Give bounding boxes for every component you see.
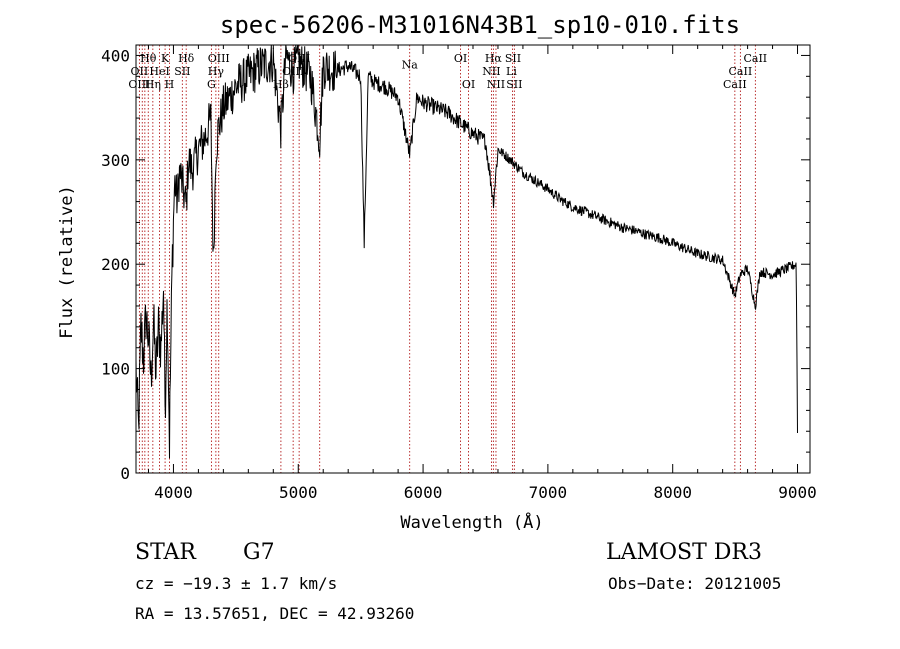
line-label: Hδ	[178, 52, 195, 65]
line-label: OII	[131, 65, 149, 78]
line-label: OIII	[128, 78, 150, 91]
line-label: CaII	[723, 78, 747, 91]
x-tick-label: 4000	[154, 483, 193, 502]
axes: 4000 5000 6000 7000 8000 9000 0 100 200 300 400	[101, 45, 817, 502]
x-tick-label: 9000	[778, 483, 817, 502]
line-label: SII	[174, 65, 190, 78]
spectrum-line	[135, 44, 798, 459]
x-tick-label: 8000	[653, 483, 692, 502]
survey-name: LAMOST DR3	[606, 540, 762, 565]
line-label: Hγ	[208, 65, 225, 78]
line-label: Hθ	[140, 52, 157, 65]
y-tick-label: 400	[101, 46, 130, 65]
x-tick-label: 7000	[529, 483, 568, 502]
line-label: Hη	[145, 78, 161, 91]
observation-date: Obs−Date: 20121005	[608, 574, 782, 593]
line-markers	[138, 45, 756, 473]
redshift-value: cz = −19.3 ± 1.7 km/s	[135, 574, 338, 593]
coordinates: RA = 13.57651, DEC = 42.93260	[135, 604, 415, 623]
line-label: Li	[506, 65, 517, 78]
line-label: H	[165, 78, 175, 91]
line-label: K	[161, 52, 170, 65]
line-label: G	[207, 78, 216, 91]
line-label: SII	[505, 52, 521, 65]
object-class: STAR	[135, 540, 196, 565]
line-label: NII	[482, 65, 500, 78]
line-label: Hα	[485, 52, 503, 65]
line-label: SII	[506, 78, 522, 91]
line-label: OIII	[208, 52, 230, 65]
y-axis-label: Flux (relative)	[57, 185, 77, 339]
x-tick-label: 5000	[279, 483, 318, 502]
y-tick-label: 300	[101, 151, 130, 170]
x-tick-label: 6000	[404, 483, 443, 502]
object-subclass: G7	[243, 540, 275, 565]
line-label: HeI	[149, 65, 169, 78]
y-tick-label: 200	[101, 255, 130, 274]
spectrum-series	[135, 44, 798, 459]
line-label: CaII	[729, 65, 753, 78]
chart-title: spec-56206-M31016N43B1_sp10-010.fits	[220, 11, 740, 39]
line-label: NII	[487, 78, 505, 91]
line-label: OI	[462, 78, 475, 91]
y-tick-label: 100	[101, 360, 130, 379]
line-label: Na	[402, 59, 419, 72]
line-label: OI	[454, 52, 467, 65]
x-axis-label: Wavelength (Å)	[400, 511, 543, 533]
y-tick-label: 0	[120, 464, 130, 483]
line-label: CaII	[743, 52, 767, 65]
